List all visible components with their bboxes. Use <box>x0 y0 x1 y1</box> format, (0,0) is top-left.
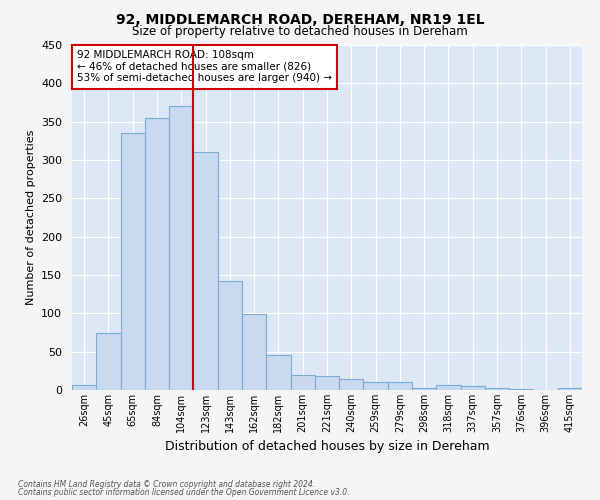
Bar <box>412 388 436 390</box>
Bar <box>266 354 290 390</box>
X-axis label: Distribution of detached houses by size in Dereham: Distribution of detached houses by size … <box>164 440 490 454</box>
Text: Size of property relative to detached houses in Dereham: Size of property relative to detached ho… <box>132 25 468 38</box>
Bar <box>72 384 96 390</box>
Bar <box>218 281 242 390</box>
Bar <box>96 332 121 390</box>
Text: 92, MIDDLEMARCH ROAD, DEREHAM, NR19 1EL: 92, MIDDLEMARCH ROAD, DEREHAM, NR19 1EL <box>116 12 484 26</box>
Bar <box>436 386 461 390</box>
Bar <box>169 106 193 390</box>
Bar <box>364 382 388 390</box>
Bar <box>388 382 412 390</box>
Bar <box>145 118 169 390</box>
Bar <box>121 133 145 390</box>
Text: Contains public sector information licensed under the Open Government Licence v3: Contains public sector information licen… <box>18 488 349 497</box>
Y-axis label: Number of detached properties: Number of detached properties <box>26 130 35 305</box>
Text: 92 MIDDLEMARCH ROAD: 108sqm
← 46% of detached houses are smaller (826)
53% of se: 92 MIDDLEMARCH ROAD: 108sqm ← 46% of det… <box>77 50 332 84</box>
Bar <box>193 152 218 390</box>
Bar <box>339 380 364 390</box>
Bar <box>290 374 315 390</box>
Bar <box>242 314 266 390</box>
Bar <box>509 389 533 390</box>
Bar <box>461 386 485 390</box>
Text: Contains HM Land Registry data © Crown copyright and database right 2024.: Contains HM Land Registry data © Crown c… <box>18 480 315 489</box>
Bar <box>315 376 339 390</box>
Bar <box>558 388 582 390</box>
Bar <box>485 388 509 390</box>
